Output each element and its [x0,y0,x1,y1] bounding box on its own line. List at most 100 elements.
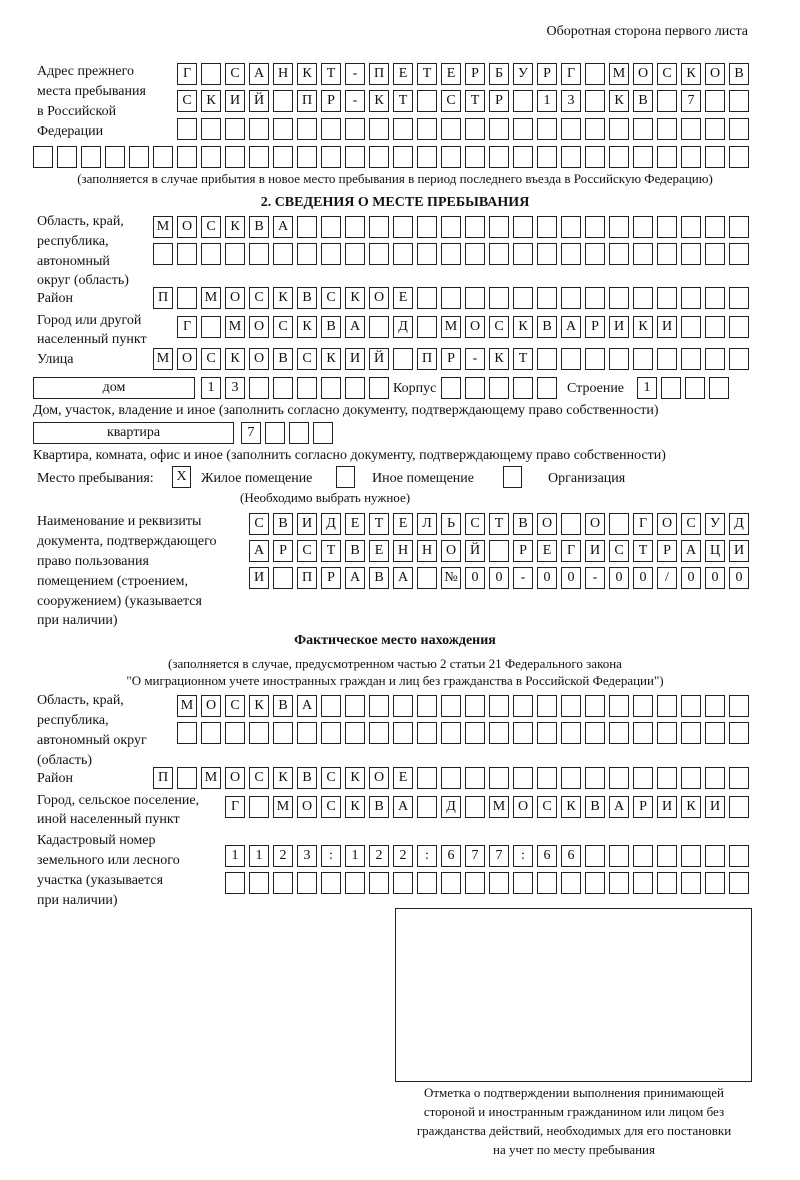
char-cell[interactable]: 3 [225,377,245,399]
char-cell[interactable] [369,118,389,140]
char-cell[interactable] [369,243,389,265]
char-cell[interactable] [585,118,605,140]
char-cell[interactable]: Л [417,513,437,535]
char-cell[interactable]: М [225,316,245,338]
char-cell[interactable]: О [249,348,269,370]
char-cell[interactable] [465,243,485,265]
char-cell[interactable]: У [705,513,725,535]
char-cell[interactable]: 3 [561,90,581,112]
char-cell[interactable] [537,216,557,238]
char-cell[interactable] [609,146,629,168]
char-cell[interactable] [369,316,389,338]
char-cell[interactable] [705,722,725,744]
char-cell[interactable]: В [273,348,293,370]
char-cell[interactable]: К [297,316,317,338]
char-cell[interactable]: О [513,796,533,818]
char-cell[interactable]: П [153,767,173,789]
char-cell[interactable] [513,243,533,265]
char-cell[interactable] [585,845,605,867]
char-cell[interactable] [537,348,557,370]
flat-type-field[interactable]: квартира [33,422,234,444]
char-cell[interactable]: Е [537,540,557,562]
char-cell[interactable]: В [369,567,389,589]
char-cell[interactable] [657,872,677,894]
char-cell[interactable]: Б [489,63,509,85]
char-cell[interactable] [105,146,125,168]
char-cell[interactable] [585,872,605,894]
option-living-checkbox[interactable]: X [172,466,191,488]
char-cell[interactable]: М [489,796,509,818]
char-cell[interactable]: 7 [681,90,701,112]
char-cell[interactable]: С [201,348,221,370]
char-cell[interactable]: А [345,316,365,338]
char-cell[interactable] [609,216,629,238]
char-cell[interactable]: Р [633,796,653,818]
char-cell[interactable]: - [345,90,365,112]
char-cell[interactable] [537,287,557,309]
char-cell[interactable]: К [345,767,365,789]
char-cell[interactable] [321,146,341,168]
char-cell[interactable]: Р [465,63,485,85]
char-cell[interactable]: 7 [465,845,485,867]
char-cell[interactable]: С [321,287,341,309]
char-cell[interactable] [441,872,461,894]
char-cell[interactable]: Й [369,348,389,370]
char-cell[interactable]: 2 [369,845,389,867]
char-cell[interactable] [417,767,437,789]
char-cell[interactable]: О [369,767,389,789]
char-cell[interactable]: И [249,567,269,589]
char-cell[interactable]: А [681,540,701,562]
char-cell[interactable]: Н [273,63,293,85]
char-cell[interactable] [201,316,221,338]
char-cell[interactable]: Г [177,316,197,338]
char-cell[interactable]: С [273,316,293,338]
char-cell[interactable] [729,845,749,867]
char-cell[interactable]: С [489,316,509,338]
char-cell[interactable] [657,767,677,789]
char-cell[interactable]: Р [489,90,509,112]
char-cell[interactable] [633,243,653,265]
char-cell[interactable] [513,146,533,168]
char-cell[interactable]: Г [225,796,245,818]
char-cell[interactable] [465,722,485,744]
char-cell[interactable]: Н [393,540,413,562]
char-cell[interactable] [585,90,605,112]
char-cell[interactable] [369,872,389,894]
char-cell[interactable] [729,316,749,338]
char-cell[interactable]: Т [321,540,341,562]
char-cell[interactable]: В [321,316,341,338]
char-cell[interactable] [225,146,245,168]
char-cell[interactable]: О [249,316,269,338]
char-cell[interactable] [705,216,725,238]
char-cell[interactable] [633,118,653,140]
char-cell[interactable] [345,377,365,399]
char-cell[interactable] [561,348,581,370]
char-cell[interactable]: С [657,63,677,85]
char-cell[interactable] [513,767,533,789]
char-cell[interactable] [321,872,341,894]
char-cell[interactable]: Д [729,513,749,535]
char-cell[interactable] [705,767,725,789]
char-cell[interactable] [513,722,533,744]
char-cell[interactable] [345,722,365,744]
char-cell[interactable]: 0 [633,567,653,589]
char-cell[interactable] [417,243,437,265]
char-cell[interactable]: О [297,796,317,818]
char-cell[interactable] [321,377,341,399]
char-cell[interactable]: М [273,796,293,818]
char-cell[interactable]: К [297,63,317,85]
char-cell[interactable]: А [609,796,629,818]
char-cell[interactable] [657,348,677,370]
char-cell[interactable]: К [345,796,365,818]
char-cell[interactable]: С [249,767,269,789]
char-cell[interactable]: М [153,216,173,238]
char-cell[interactable]: М [441,316,461,338]
char-cell[interactable] [249,722,269,744]
char-cell[interactable] [561,243,581,265]
char-cell[interactable] [489,146,509,168]
char-cell[interactable]: Р [321,90,341,112]
char-cell[interactable]: / [657,567,677,589]
char-cell[interactable] [177,118,197,140]
char-cell[interactable]: О [369,287,389,309]
char-cell[interactable]: 6 [537,845,557,867]
